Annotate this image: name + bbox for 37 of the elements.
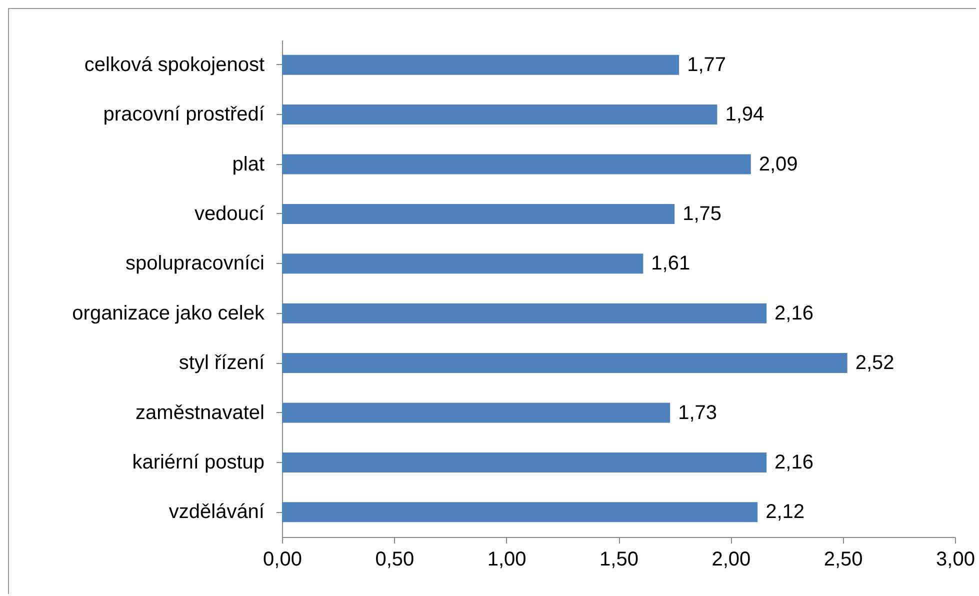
bar — [282, 104, 718, 125]
y-tick-label: zaměstnavatel — [136, 402, 264, 424]
bar — [282, 452, 767, 472]
data-label: 2,16 — [774, 302, 814, 324]
x-tick-label: 2,00 — [712, 548, 751, 570]
y-tick-label: pracovní prostředí — [103, 104, 265, 126]
x-tick-label: 1,00 — [487, 548, 526, 570]
y-tick-label: kariérní postup — [132, 451, 264, 474]
x-tick-label: 1,50 — [600, 548, 638, 570]
y-tick-label: vedoucí — [194, 202, 265, 225]
x-tick-label: 0,50 — [375, 548, 414, 570]
y-tick-label: styl řízení — [178, 352, 265, 374]
y-tick-label: spolupracovníci — [126, 252, 264, 275]
x-tick-label: 0,00 — [263, 548, 302, 570]
x-tick-label: 3,00 — [936, 548, 975, 570]
y-tick-label: organizace jako celek — [72, 302, 266, 324]
data-label: 1,61 — [651, 252, 690, 275]
data-label: 2,16 — [774, 451, 814, 474]
bar — [282, 254, 644, 274]
data-label: 2,09 — [758, 153, 798, 176]
bar — [282, 353, 848, 374]
data-label: 1,73 — [678, 402, 718, 424]
bar — [282, 303, 767, 324]
data-label: 2,12 — [766, 501, 805, 524]
y-tick-label: celková spokojenost — [84, 54, 265, 76]
data-label: 1,77 — [687, 54, 726, 76]
data-label: 1,75 — [682, 202, 722, 225]
bar — [282, 204, 675, 224]
bar — [282, 402, 670, 423]
bar — [282, 54, 680, 75]
x-tick-label: 2,50 — [824, 548, 863, 570]
y-tick-label: vzdělávání — [168, 501, 265, 524]
bar — [282, 154, 751, 174]
y-tick-label: plat — [232, 153, 265, 176]
data-label: 2,52 — [855, 352, 894, 374]
data-label: 1,94 — [725, 104, 764, 126]
bar — [282, 502, 758, 522]
